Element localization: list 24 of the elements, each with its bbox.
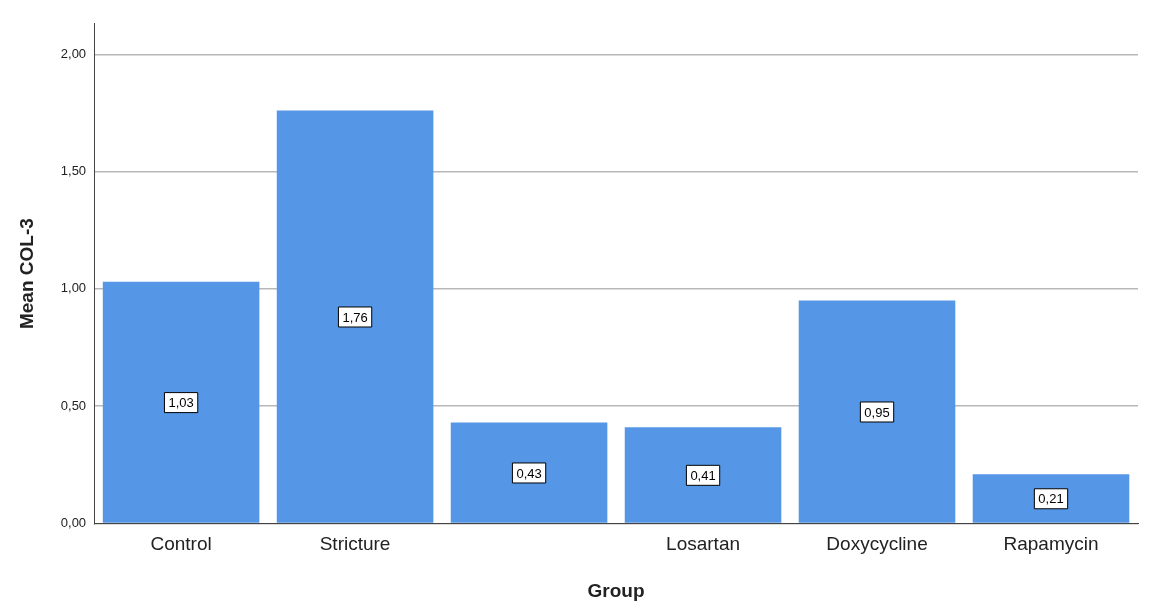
- data-label: 1,03: [168, 395, 194, 411]
- y-tick-label: 0,00: [60, 514, 87, 530]
- data-label: 0,21: [1038, 491, 1064, 507]
- bar: [450, 422, 608, 523]
- x-tick-label: Doxycycline: [826, 533, 928, 555]
- x-axis-title: Group: [587, 579, 645, 601]
- data-label: 1,76: [342, 309, 368, 325]
- x-tick-label: Stricture: [319, 533, 391, 555]
- y-tick-label: 2,00: [60, 45, 87, 61]
- bar: [798, 300, 956, 523]
- bar: [102, 281, 260, 523]
- bar: [624, 427, 782, 523]
- data-label: 0,41: [690, 467, 716, 483]
- bar: [276, 110, 434, 523]
- bar: [972, 474, 1130, 523]
- y-tick-label: 1,00: [60, 280, 87, 296]
- x-tick-label: Control: [150, 533, 212, 555]
- x-tick-label: Losartan: [666, 533, 741, 555]
- data-label: 0,95: [864, 404, 890, 420]
- y-axis-title: Mean COL-3: [15, 218, 37, 330]
- y-tick-label: 1,50: [60, 163, 87, 179]
- x-tick-label: Rapamycin: [1003, 533, 1099, 555]
- y-tick-label: 0,50: [60, 397, 87, 413]
- data-label: 0,43: [516, 465, 542, 481]
